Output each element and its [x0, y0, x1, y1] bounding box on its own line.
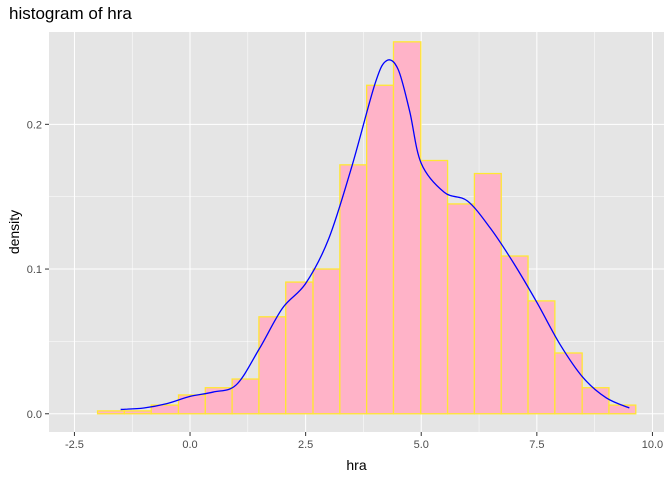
- histogram-bar: [392, 41, 422, 415]
- x-tick-label: 2.5: [298, 439, 313, 451]
- histogram-bar: [608, 404, 637, 415]
- x-tick-label: 10.0: [642, 439, 663, 451]
- y-tick-label: 0.1: [27, 264, 42, 276]
- x-axis-title: hra: [346, 457, 366, 473]
- y-tick-label: 0.2: [27, 119, 42, 131]
- histogram-bar: [554, 352, 583, 415]
- x-axis-ticks: -2.5 0.0 2.5 5.0 7.5 10.0: [65, 432, 663, 451]
- histogram-bar: [581, 387, 610, 415]
- histogram-bar: [177, 394, 206, 415]
- x-tick-label: 7.5: [529, 439, 544, 451]
- histogram-bar: [420, 159, 449, 415]
- histogram-bar: [527, 300, 556, 415]
- histogram-bar: [446, 203, 476, 415]
- histogram-bar: [366, 84, 395, 415]
- histogram-bar: [339, 164, 368, 415]
- histogram-bar: [204, 387, 233, 415]
- histogram-bar: [96, 410, 126, 415]
- y-axis-ticks: 0.0 0.1 0.2: [27, 119, 49, 421]
- y-tick-label: 0.0: [27, 409, 42, 421]
- x-tick-label: -2.5: [65, 439, 84, 451]
- chart-title: histogram of hra: [9, 4, 132, 23]
- x-tick-label: 5.0: [414, 439, 429, 451]
- histogram-bar: [473, 172, 502, 415]
- density-curve: [120, 59, 630, 411]
- histogram-bar: [123, 410, 152, 415]
- histogram-bar: [312, 268, 341, 415]
- y-axis-title: density: [6, 210, 22, 254]
- histogram-bars: [96, 41, 637, 415]
- x-tick-label: 0.0: [182, 439, 197, 451]
- histogram-bar: [258, 316, 287, 415]
- histogram-bar: [500, 255, 529, 415]
- histogram-bar: [285, 281, 314, 415]
